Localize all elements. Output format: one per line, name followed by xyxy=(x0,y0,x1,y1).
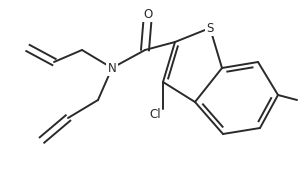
Text: N: N xyxy=(107,62,116,75)
Text: O: O xyxy=(144,8,153,21)
Text: Cl: Cl xyxy=(149,109,161,122)
Text: S: S xyxy=(206,22,214,35)
